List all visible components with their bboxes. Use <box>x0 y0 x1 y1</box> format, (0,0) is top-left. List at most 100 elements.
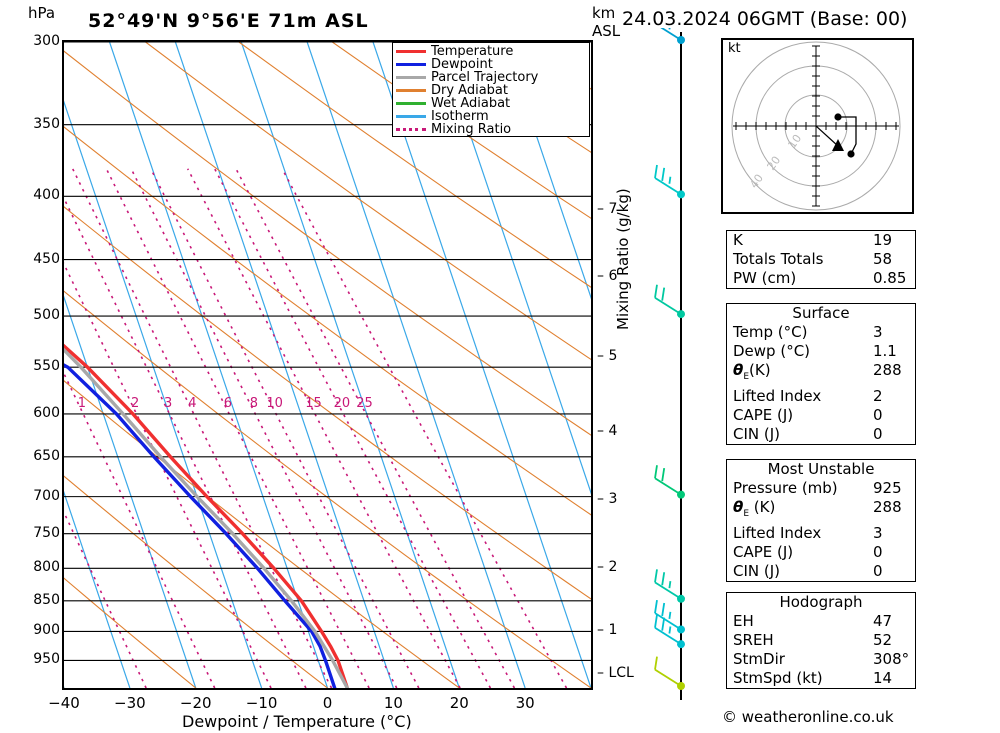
pressure-tick-650: 650 <box>33 447 60 464</box>
row-value: 3 <box>873 323 883 341</box>
legend-item-dewpoint: Dewpoint <box>396 58 586 71</box>
altitude-tick-LCL: – LCL <box>597 665 634 682</box>
pressure-tick-850: 850 <box>33 591 60 608</box>
altitude-tick-3: – 3 <box>597 491 618 508</box>
altitude-tick-6: – 6 <box>597 268 618 285</box>
row-value: 0 <box>873 406 883 424</box>
table-row: θE(K) 288 <box>727 361 915 387</box>
table-row: SREH 52 <box>727 631 915 650</box>
table-row: CAPE (J) 0 <box>727 543 915 562</box>
svg-text:20: 20 <box>765 154 784 173</box>
pressure-axis: 300 350 400 450 500 550 600 650 700 750 800 850 900 9… <box>0 33 60 690</box>
skewt-plot-area: 1 2 3 4 6 8 10 15 20 25 <box>64 42 591 688</box>
pressure-tick-450: 450 <box>33 250 60 267</box>
row-label: CIN (J) <box>733 562 781 580</box>
row-label: Dewp (°C) <box>733 342 811 360</box>
chart-legend: Temperature Dewpoint Parcel Trajectory Dry … <box>392 42 590 137</box>
svg-text:20: 20 <box>334 396 351 411</box>
row-value: 19 <box>873 231 893 249</box>
row-label: StmSpd (kt) <box>733 669 823 687</box>
row-label: PW (cm) <box>733 269 797 287</box>
row-value: 3 <box>873 524 883 542</box>
row-value: 14 <box>873 669 893 687</box>
table-row: StmSpd (kt) 14 <box>727 669 915 688</box>
altitude-tick-4: – 4 <box>597 422 618 439</box>
run-datetime-title: 24.03.2024 06GMT (Base: 00) <box>622 8 908 30</box>
wind-barb-900 <box>654 599 685 634</box>
altitude-axis: – 7 – 6 – 5 – 4 – 3 – 2 – 1 – LCL <box>597 40 657 690</box>
row-value: 288 <box>873 498 902 516</box>
row-label: StmDir <box>733 650 785 668</box>
row-label: CIN (J) <box>733 425 781 443</box>
copyright-notice: © weatheronline.co.uk <box>722 708 894 726</box>
row-label: CAPE (J) <box>733 543 794 561</box>
hodograph-panel[interactable]: kt 10 20 40 <box>721 38 914 214</box>
table-row: StmDir 308° <box>727 650 915 669</box>
svg-text:40: 40 <box>747 172 766 191</box>
table-row: CIN (J) 0 <box>727 425 915 444</box>
box-unstable-header: Most Unstable <box>767 460 875 478</box>
svg-text:8: 8 <box>250 396 258 411</box>
station-title: 52°49'N 9°56'E 71m ASL <box>88 10 369 32</box>
table-row: θE (K) 288 <box>727 498 915 524</box>
table-row: Lifted Index 3 <box>727 524 915 543</box>
row-value: 308° <box>873 650 910 668</box>
row-value: 47 <box>873 612 893 630</box>
wind-barb-500 <box>654 284 685 319</box>
pressure-tick-950: 950 <box>33 651 60 668</box>
legend-label-wet-adiabat: Wet Adiabat <box>431 96 511 111</box>
altitude-tick-1: – 1 <box>597 622 618 639</box>
row-label: Lifted Index <box>733 387 822 405</box>
pressure-tick-550: 550 <box>33 358 60 375</box>
row-value: 0.85 <box>873 269 907 287</box>
svg-text:10: 10 <box>266 396 283 411</box>
legend-item-wet-adiabat: Wet Adiabat <box>396 97 586 110</box>
wind-barb-850 <box>654 569 685 603</box>
box-surface-header: Surface <box>792 304 850 322</box>
legend-item-mixing-ratio: Mixing Ratio <box>396 123 586 136</box>
hodograph-table: Hodograph EH 47 SREH 52 StmDir 308° StmSpd (kt)… <box>726 592 916 689</box>
surface-table: Surface Temp (°C) 3 Dewp (°C) 1.1 θE(K) 288 Lif… <box>726 303 916 445</box>
row-value: 52 <box>873 631 893 649</box>
hodograph-unit-label: kt <box>728 41 741 56</box>
row-value: 0 <box>873 562 883 580</box>
pressure-tick-350: 350 <box>33 115 60 132</box>
svg-text:2: 2 <box>131 396 139 411</box>
row-value: 0 <box>873 543 883 561</box>
row-label: Pressure (mb) <box>733 479 838 497</box>
altitude-tick-7: – 7 <box>597 200 618 217</box>
wind-barb-300 <box>660 28 685 44</box>
row-label: SREH <box>733 631 774 649</box>
legend-swatch-dewpoint <box>396 63 426 66</box>
pressure-unit-label: hPa <box>28 4 56 22</box>
wind-barb-1000 <box>654 656 685 690</box>
indices-table: K 19 Totals Totals 58 PW (cm) 0.85 <box>726 230 916 289</box>
most-unstable-table: Most Unstable Pressure (mb) 925 θE (K) 288 Li… <box>726 459 916 582</box>
skewt-diagram[interactable]: 1 2 3 4 6 8 10 15 20 25 <box>62 40 593 690</box>
table-row: Lifted Index 2 <box>727 387 915 406</box>
table-row: PW (cm) 0.85 <box>727 269 915 288</box>
row-label: K <box>733 231 743 249</box>
pressure-tick-400: 400 <box>33 187 60 204</box>
table-row: EH 47 <box>727 612 915 631</box>
pressure-tick-750: 750 <box>33 524 60 541</box>
x-axis-title: Dewpoint / Temperature (°C) <box>182 712 412 731</box>
temperature-tick-0: 0 <box>322 694 333 712</box>
table-row: Pressure (mb) 925 <box>727 479 915 498</box>
row-label: Temp (°C) <box>733 323 808 341</box>
mixing-ratio-axis-title: Mixing Ratio (g/kg) <box>614 188 632 330</box>
wind-barb-925 <box>654 614 685 649</box>
km-unit-label: km <box>592 4 616 22</box>
pressure-tick-300: 300 <box>33 33 60 49</box>
svg-text:4: 4 <box>188 396 196 411</box>
legend-item-parcel-trajectory: Parcel Trajectory <box>396 71 586 84</box>
asl-unit-label: ASL <box>592 22 621 40</box>
svg-text:15: 15 <box>305 396 322 411</box>
legend-swatch-isotherm <box>396 115 426 118</box>
wind-barb-column <box>654 28 685 700</box>
legend-label-dewpoint: Dewpoint <box>431 57 493 72</box>
row-label: θE(K) <box>733 361 771 382</box>
svg-text:25: 25 <box>356 396 373 411</box>
legend-label-dry-adiabat: Dry Adiabat <box>431 83 508 98</box>
